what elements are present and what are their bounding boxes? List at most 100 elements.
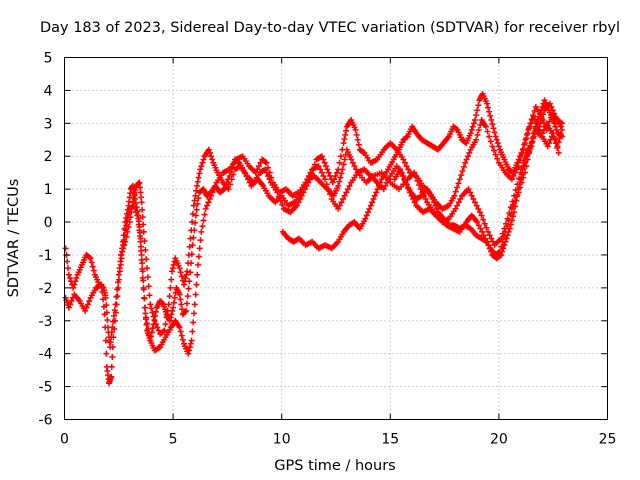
data-point (320, 156, 327, 163)
data-point (384, 179, 391, 186)
data-point (486, 245, 493, 252)
data-point (142, 304, 149, 311)
data-point (262, 166, 269, 173)
data-point (176, 324, 183, 331)
data-point (142, 314, 149, 321)
data-point (145, 283, 152, 290)
data-point (352, 126, 359, 133)
data-point (201, 211, 208, 218)
data-point (511, 192, 518, 199)
data-point (228, 176, 235, 183)
data-point (140, 228, 147, 235)
data-point (483, 238, 490, 245)
data-point (179, 336, 186, 343)
data-point (178, 301, 185, 308)
data-point (67, 301, 74, 308)
data-point (540, 111, 547, 118)
data-point (342, 131, 349, 138)
data-point (397, 166, 404, 173)
data-point (529, 138, 536, 145)
data-point (263, 159, 270, 166)
data-point (405, 166, 412, 173)
data-point (512, 203, 519, 210)
data-point (254, 166, 261, 173)
data-point (335, 166, 342, 173)
data-point (532, 123, 539, 130)
data-point (190, 202, 197, 209)
data-point (552, 140, 559, 147)
y-tick-label: 3 (44, 116, 53, 132)
data-point (484, 128, 491, 135)
data-point (102, 324, 109, 331)
data-point (544, 143, 551, 150)
data-point (531, 128, 538, 135)
data-point (83, 304, 90, 311)
data-point (323, 181, 330, 188)
data-point (488, 248, 495, 255)
data-point (495, 143, 502, 150)
axis-ticks (64, 57, 608, 420)
data-point (119, 248, 126, 255)
data-point (465, 186, 472, 193)
data-point (487, 112, 494, 119)
data-point (538, 107, 545, 114)
data-point (202, 205, 209, 212)
data-point (159, 300, 166, 307)
data-point (130, 195, 137, 202)
data-point (68, 298, 75, 305)
data-point (305, 179, 312, 186)
data-point (382, 182, 389, 189)
data-point (557, 132, 564, 139)
data-point (458, 172, 465, 179)
data-point (349, 159, 356, 166)
data-point (65, 265, 72, 272)
data-point (473, 136, 480, 143)
data-point (508, 176, 515, 183)
data-point (475, 126, 482, 133)
data-point (501, 242, 508, 249)
data-point (163, 314, 170, 321)
data-point (141, 237, 148, 244)
data-point (351, 163, 358, 170)
data-point (200, 156, 207, 163)
y-tick-labels: 5 4 3 2 1 0 -1 -2 -3 -4 -5 -6 (39, 51, 53, 429)
data-point (506, 225, 513, 232)
data-point (194, 178, 201, 185)
data-point (454, 202, 461, 209)
data-point (110, 334, 117, 341)
data-point (355, 141, 362, 148)
data-point (493, 136, 500, 143)
data-point (508, 217, 515, 224)
data-point (117, 261, 124, 268)
data-point (486, 232, 493, 239)
data-point (520, 163, 527, 170)
data-point (127, 214, 134, 221)
data-point (196, 170, 203, 177)
data-point (528, 143, 535, 150)
data-point (101, 311, 108, 318)
data-point (196, 245, 203, 252)
data-point (84, 301, 91, 308)
data-point (332, 172, 339, 179)
data-point (205, 199, 212, 206)
data-point (338, 199, 345, 206)
data-point (225, 186, 232, 193)
data-point (455, 180, 462, 187)
data-point (518, 171, 525, 178)
data-point (168, 311, 175, 318)
y-tick-label: -3 (39, 314, 53, 330)
data-point (451, 192, 458, 199)
data-point (557, 123, 564, 130)
data-point (303, 182, 310, 189)
data-point (433, 205, 440, 212)
data-point (112, 309, 119, 316)
data-point (519, 166, 526, 173)
data-point (469, 123, 476, 130)
data-point (209, 156, 216, 163)
data-point (475, 205, 482, 212)
data-point (181, 278, 188, 285)
data-point (375, 182, 382, 189)
data-point (72, 278, 79, 285)
data-point (195, 174, 202, 181)
data-point (141, 294, 148, 301)
